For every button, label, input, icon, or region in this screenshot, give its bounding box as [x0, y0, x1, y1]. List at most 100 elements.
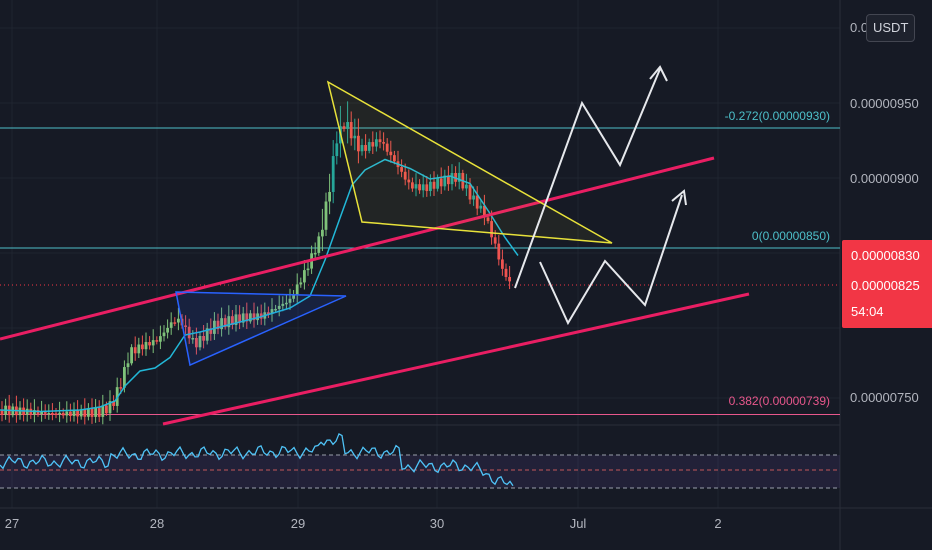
candle-body: [295, 284, 299, 295]
currency-button[interactable]: USDT: [866, 14, 916, 42]
candle-body: [36, 410, 40, 415]
candle-body: [472, 195, 475, 200]
candle-body: [133, 347, 137, 354]
candle-body: [87, 408, 90, 417]
candle-body: [227, 316, 231, 328]
candle-body: [425, 184, 429, 192]
candle-body: [486, 217, 490, 222]
candle-body: [364, 145, 367, 151]
candle-body: [238, 314, 241, 323]
candle-body: [155, 340, 159, 342]
candle-body: [126, 363, 130, 368]
candle-body: [216, 320, 220, 330]
candle-body: [61, 412, 65, 416]
bar-countdown: 54:04: [851, 304, 884, 319]
moving-average-line: [0, 158, 519, 413]
candle-body: [317, 236, 321, 253]
candle-body: [65, 411, 69, 416]
candle-body: [468, 184, 472, 200]
candle-body: [432, 181, 436, 189]
candle-body: [112, 401, 115, 406]
time-tick: 30: [429, 516, 445, 531]
candle-body: [436, 178, 439, 189]
candle-body: [349, 122, 353, 139]
candle-body: [101, 405, 105, 417]
candle-body: [324, 201, 328, 230]
candle-body: [285, 302, 288, 305]
candle-body: [173, 322, 177, 324]
candle-body: [299, 282, 303, 285]
candle-body: [267, 312, 270, 315]
candle-body: [148, 342, 151, 346]
candle-body: [97, 407, 101, 417]
candle-body: [443, 175, 447, 187]
drawings[interactable]: [0, 65, 750, 426]
candle-body: [79, 409, 83, 417]
candle-body: [457, 172, 461, 182]
candle-body: [72, 410, 76, 416]
time-tick: Jul: [569, 516, 587, 531]
projection-arrowhead-lower: [671, 189, 687, 206]
candle-body: [346, 122, 349, 129]
candle-body: [151, 340, 155, 346]
candle-body: [483, 205, 486, 218]
candle-body: [177, 318, 180, 323]
candle-body: [490, 221, 493, 238]
candle-body: [169, 322, 173, 328]
projection-path-upper: [514, 68, 661, 289]
candle-body: [367, 142, 371, 151]
candle-body: [504, 268, 508, 277]
time-tick: 29: [290, 516, 306, 531]
candle-body: [256, 313, 259, 321]
price-tick: 0.00000750: [850, 390, 919, 405]
price-axis[interactable]: 0.0 0.00000950 0.00000900 0.00000750: [840, 0, 932, 510]
time-tick: 27: [4, 516, 20, 531]
candle-body: [187, 326, 191, 339]
candle-body: [270, 309, 274, 315]
channel-upper-line: [0, 156, 715, 341]
candle-body: [439, 178, 443, 187]
candle-body: [223, 318, 227, 328]
candle-body: [184, 325, 187, 327]
candle-body: [493, 237, 497, 244]
candle-body: [234, 314, 238, 325]
candle-body: [195, 337, 198, 348]
candle-body: [303, 270, 306, 283]
candle-body: [162, 332, 166, 337]
candle-body: [382, 142, 385, 144]
candle-body: [141, 344, 144, 350]
candle-body: [90, 408, 94, 417]
price-tick-partial: 0.0: [850, 20, 869, 35]
rsi-pane: [0, 432, 840, 489]
candle-body: [447, 175, 450, 185]
candle-body: [360, 145, 364, 152]
candle-body: [231, 316, 234, 325]
candle-body: [403, 171, 407, 180]
time-tick: 2: [714, 516, 722, 531]
candle-body: [321, 229, 324, 237]
candle-body: [331, 156, 335, 192]
fib-level-label: 0(0.00000850): [751, 229, 830, 243]
candle-body: [245, 313, 249, 322]
candle-body: [249, 313, 252, 322]
candle-body: [83, 409, 87, 417]
candle-body: [213, 320, 216, 334]
candle-body: [252, 313, 256, 321]
candle-body: [429, 181, 432, 192]
candle-body: [418, 184, 421, 191]
candle-body: [501, 259, 504, 269]
candle-body: [306, 268, 310, 271]
candle-body: [205, 328, 209, 341]
current-price-label: 0.00000825: [851, 278, 920, 293]
price-tick: 0.00000950: [850, 96, 919, 111]
candle-body: [385, 143, 389, 152]
candle-body: [69, 411, 72, 416]
price-tick: 0.00000900: [850, 171, 919, 186]
fib-level-label: 0.382(0.00000739): [728, 394, 830, 408]
candle-body: [378, 139, 382, 143]
candle-body: [450, 173, 454, 185]
candle-body: [328, 191, 331, 202]
candle-body: [479, 205, 483, 209]
